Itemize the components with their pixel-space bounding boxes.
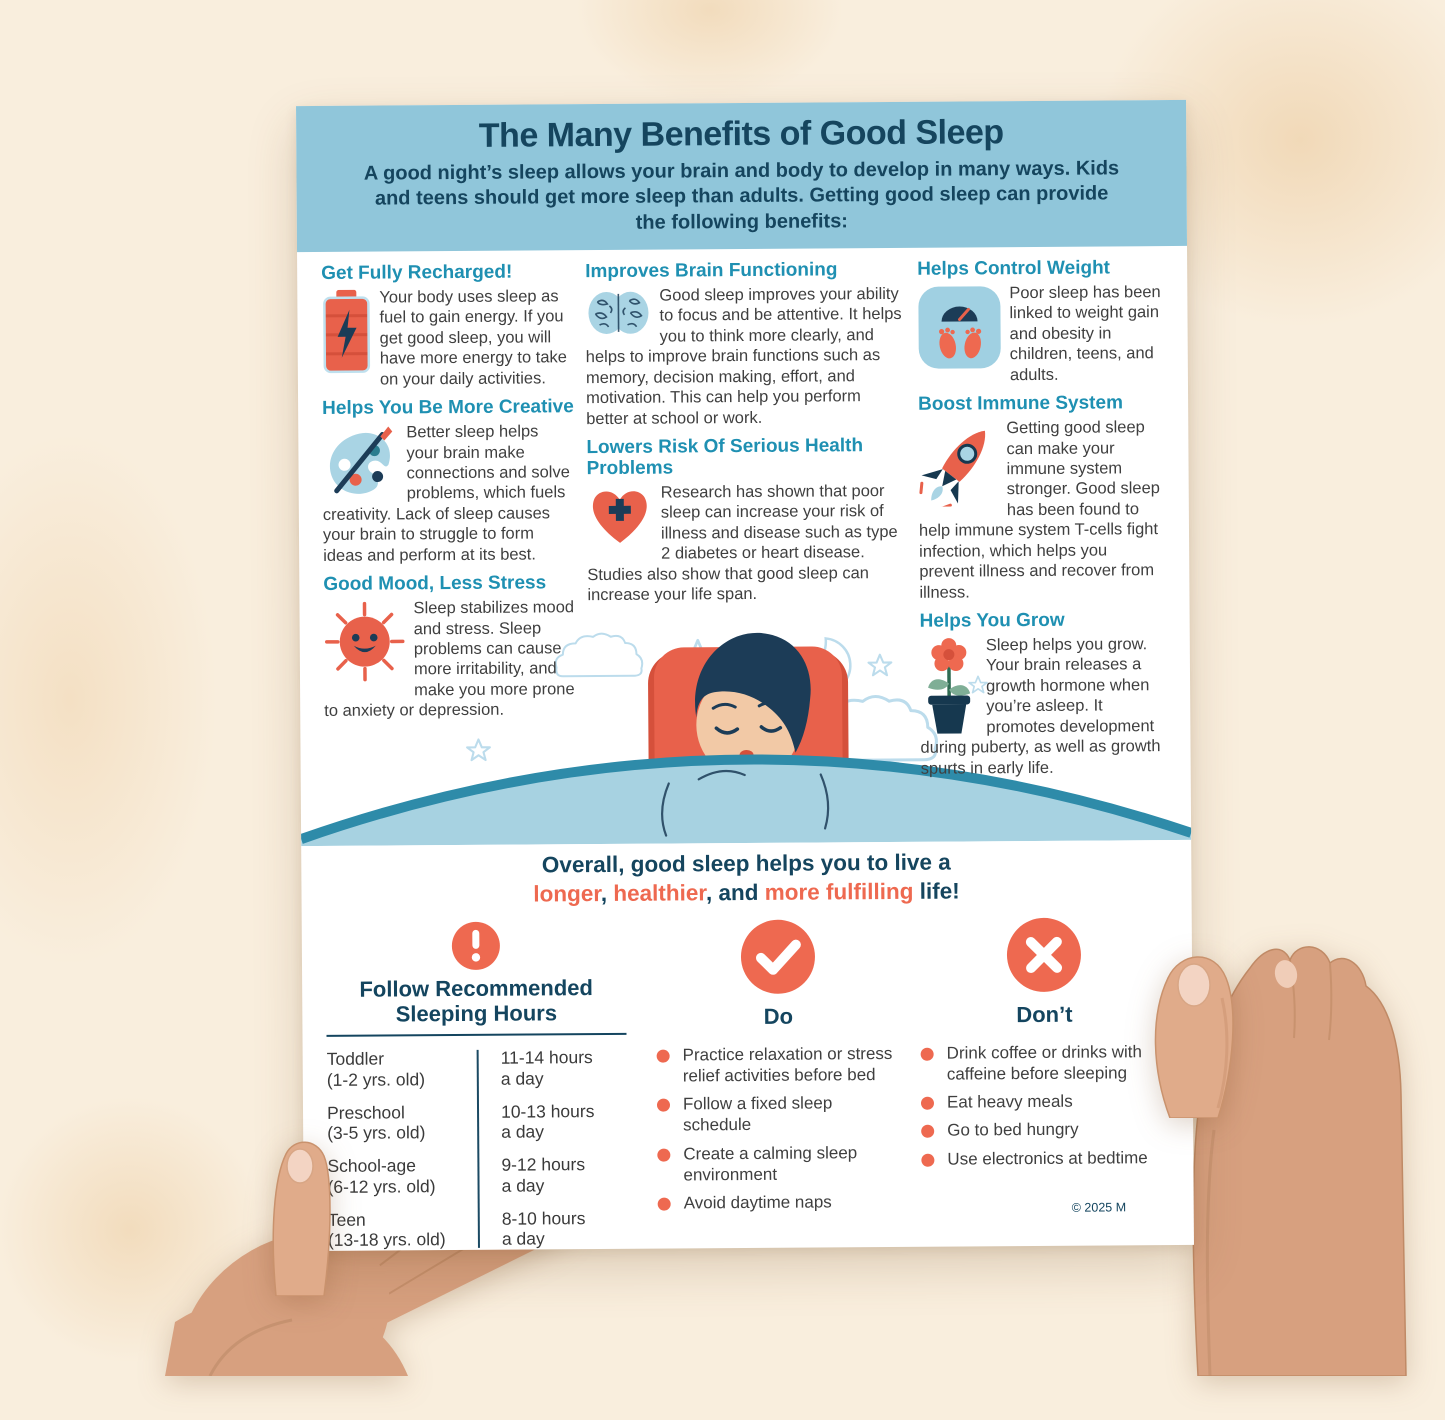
benefit-mood: Good Mood, Less Stress (323, 573, 576, 721)
scale-icon (917, 285, 1002, 370)
benefit-creative: Helps You Be More Creative (322, 397, 575, 566)
overall-statement: Overall, good sleep helps you to live a … (301, 848, 1191, 909)
left-fingertip (258, 1126, 342, 1296)
check-circle-icon (740, 919, 817, 996)
brain-icon (585, 288, 651, 338)
dont-column: Don’t Drink coffee or drinks with caffei… (914, 916, 1170, 1246)
poster-subtitle: A good night’s sleep allows your brain a… (361, 157, 1122, 238)
benefit-weight: Helps Control Weight (917, 258, 1164, 386)
benefit-title: Helps You Grow (920, 610, 1166, 633)
do-item: Create a calming sleep environment (657, 1142, 901, 1186)
benefit-grow: Helps You Grow (920, 610, 1167, 779)
do-item: Follow a fixed sleep schedule (657, 1092, 901, 1136)
benefit-recharged: Get Fully Recharged! (321, 262, 574, 390)
age-group-cell: Teen(13-18 yrs. old) (328, 1209, 484, 1251)
benefit-title: Helps You Be More Creative (322, 397, 574, 420)
benefit-title: Lowers Risk Of Serious Health Problems (586, 436, 906, 480)
age-group-cell: School-age(6-12 yrs. old) (327, 1155, 483, 1197)
do-item: Practice relaxation or stress relief act… (657, 1043, 901, 1087)
do-column: Do Practice relaxation or stress relief … (626, 918, 916, 1249)
benefit-title: Helps Control Weight (917, 258, 1163, 281)
x-circle-icon (1006, 917, 1083, 994)
benefits-column-1: Get Fully Recharged! (321, 262, 577, 792)
benefits-columns: Get Fully Recharged! (297, 246, 1191, 792)
fingernail (287, 1149, 313, 1183)
benefit-title: Good Mood, Less Stress (323, 573, 575, 596)
dont-item: Go to bed hungry (921, 1118, 1169, 1141)
poster-title: The Many Benefits of Good Sleep (326, 112, 1156, 157)
benefit-text: Your body uses sleep as fuel to gain ene… (379, 287, 567, 388)
benefits-column-3: Helps Control Weight (917, 258, 1167, 788)
copyright-text: © 2025 M (1072, 1200, 1126, 1214)
dont-list: Drink coffee or drinks with caffeine bef… (921, 1041, 1170, 1177)
flower-icon (920, 637, 979, 735)
dont-item: Use electronics at bedtime (921, 1147, 1169, 1170)
benefit-brain: Improves Brain Functioning (585, 260, 906, 429)
age-group-cell: Preschool(3-5 yrs. old) (327, 1102, 483, 1144)
benefit-immune: Boost Immune System (918, 393, 1165, 603)
overall-line2: longer, healthier, and more fulfilling l… (301, 877, 1191, 909)
poster-header: The Many Benefits of Good Sleep A good n… (296, 100, 1187, 252)
benefit-title: Boost Immune System (918, 393, 1164, 416)
benefit-title: Get Fully Recharged! (321, 262, 573, 285)
infographic-poster: The Many Benefits of Good Sleep A good n… (296, 100, 1194, 1251)
age-group-cell: Toddler(1-2 yrs. old) (327, 1048, 483, 1090)
overall-line1: Overall, good sleep helps you to live a (301, 848, 1191, 880)
benefit-text: Poor sleep has been linked to weight gai… (1009, 283, 1160, 384)
exclamation-circle-icon (451, 921, 501, 971)
background-texture (0, 320, 280, 1080)
battery-icon (321, 289, 372, 373)
benefit-health: Lowers Risk Of Serious Health Problems R… (586, 436, 907, 606)
dont-item: Drink coffee or drinks with caffeine bef… (921, 1041, 1169, 1085)
rocket-icon (918, 420, 999, 507)
right-thumb (1138, 928, 1248, 1118)
benefits-column-2: Improves Brain Functioning (585, 260, 909, 790)
do-heading: Do (764, 1005, 793, 1030)
thumbnail (1178, 964, 1210, 1006)
heading-divider (327, 1033, 627, 1037)
do-list: Practice relaxation or stress relief act… (657, 1043, 902, 1221)
do-item: Avoid daytime naps (658, 1191, 902, 1214)
benefit-title: Improves Brain Functioning (585, 260, 905, 283)
sun-icon (323, 600, 406, 683)
dont-heading: Don’t (1016, 1003, 1072, 1028)
photo-stage: The Many Benefits of Good Sleep A good n… (0, 0, 1445, 1376)
palette-icon (322, 424, 399, 499)
heart-cross-icon (587, 484, 653, 544)
dont-item: Eat heavy meals (921, 1090, 1169, 1113)
